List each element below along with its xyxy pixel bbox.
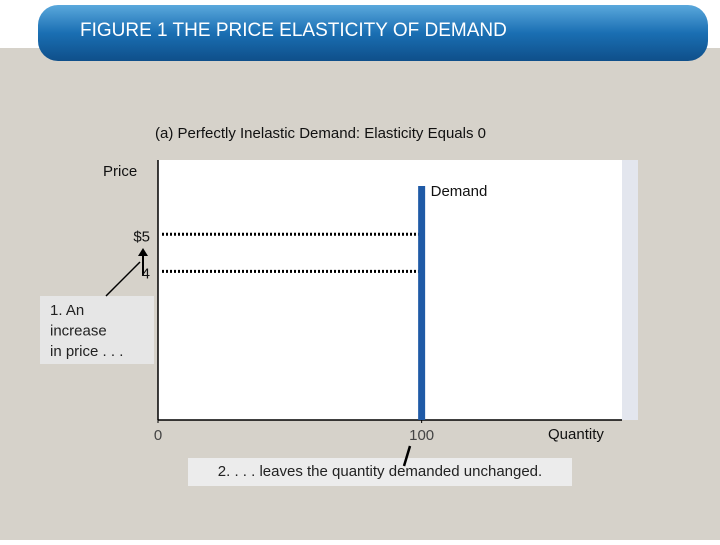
series-label: Demand — [431, 183, 488, 200]
title: FIGURE 1 THE PRICE ELASTICITY OF DEMAND — [80, 20, 507, 41]
y-tick-label: $5 — [133, 228, 150, 245]
annotation: 2. . . . leaves the quantity demanded un… — [218, 463, 542, 480]
y-tick-label: 4 — [142, 265, 150, 282]
subtitle: (a) Perfectly Inelastic Demand: Elastici… — [155, 125, 486, 142]
annotation: in price . . . — [50, 343, 123, 360]
arrow-head — [138, 248, 148, 256]
y-axis-label: Price — [103, 163, 137, 180]
title-banner — [38, 5, 708, 61]
x-tick-label: 0 — [154, 427, 162, 444]
x-tick-label: 100 — [409, 427, 434, 444]
annotation: increase — [50, 322, 107, 339]
x-axis-label: Quantity — [548, 426, 604, 443]
connector — [402, 445, 412, 467]
plot-area — [158, 160, 622, 420]
annotation-box — [40, 296, 154, 364]
annotation: 1. An — [50, 302, 84, 319]
connector — [105, 261, 141, 297]
annotation-box — [188, 458, 572, 486]
